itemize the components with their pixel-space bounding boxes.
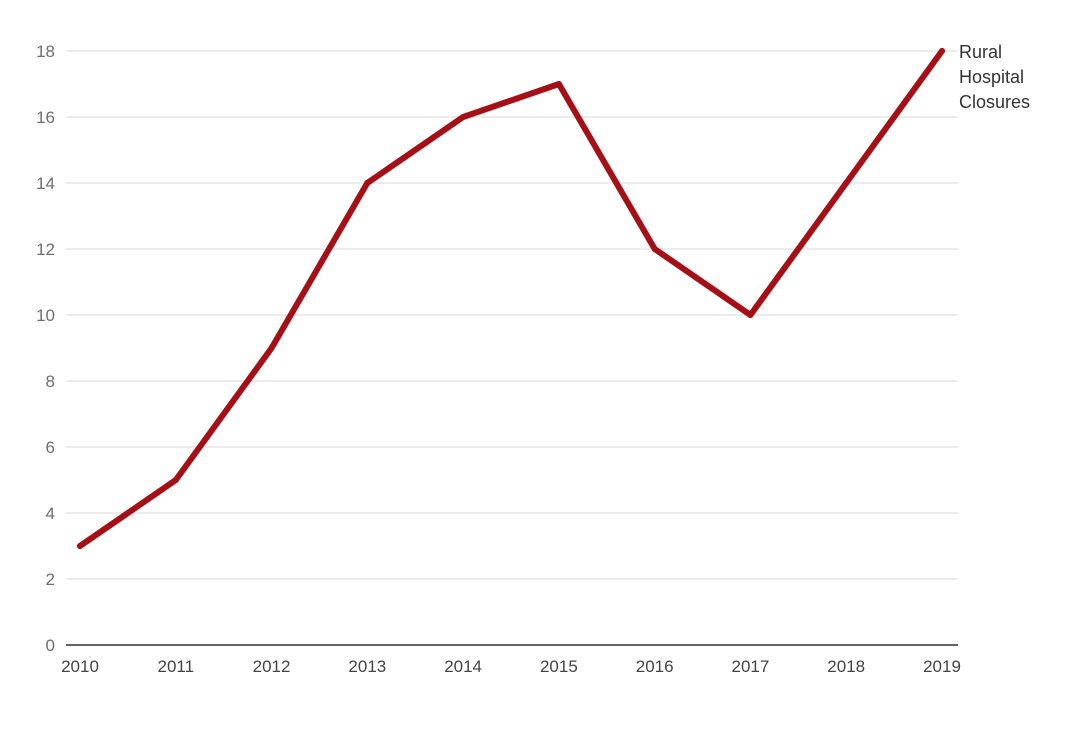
y-tick-label: 18 (36, 42, 55, 61)
data-point (747, 312, 754, 318)
series-end-label: Rural Hospital Closures (959, 42, 1030, 112)
data-point (651, 246, 658, 252)
x-tick-label: 2017 (732, 657, 770, 676)
x-tick-label: 2011 (157, 657, 194, 676)
data-point (77, 543, 83, 549)
series-label-line: Hospital (959, 67, 1024, 87)
x-tick-label: 2013 (348, 657, 386, 676)
y-tick-label: 4 (46, 504, 55, 523)
y-tick-label: 2 (46, 570, 55, 589)
y-tick-label: 16 (36, 108, 55, 127)
y-axis-tick-labels: 0 2 4 6 8 10 12 14 16 18 (36, 42, 55, 655)
x-tick-label: 2015 (540, 657, 578, 676)
data-point (555, 81, 562, 87)
series-line (77, 48, 945, 549)
data-point (268, 345, 275, 351)
x-tick-label: 2016 (636, 657, 674, 676)
gridlines (66, 50, 958, 580)
series-label-line: Rural (959, 42, 1002, 62)
y-tick-label: 8 (46, 372, 55, 391)
data-point (172, 477, 179, 483)
x-tick-label: 2018 (827, 657, 865, 676)
x-axis-tick-labels: 2010 2011 2012 2013 2014 2015 2016 2017 2018 2019 (61, 657, 961, 676)
series-lines (77, 48, 945, 549)
data-point (460, 114, 467, 120)
data-point (843, 180, 850, 186)
x-tick-label: 2012 (253, 657, 291, 676)
series-label-line: Closures (959, 92, 1030, 112)
y-tick-label: 12 (36, 240, 55, 259)
data-point (939, 48, 945, 54)
data-point (364, 180, 371, 186)
y-tick-label: 6 (46, 438, 55, 457)
x-tick-label: 2014 (444, 657, 482, 676)
y-tick-label: 10 (36, 306, 55, 325)
x-tick-label: 2010 (61, 657, 99, 676)
series-labels: Rural Hospital Closures (959, 42, 1030, 112)
y-tick-label: 14 (36, 174, 55, 193)
y-tick-label: 0 (46, 636, 55, 655)
x-tick-label: 2019 (923, 657, 961, 676)
